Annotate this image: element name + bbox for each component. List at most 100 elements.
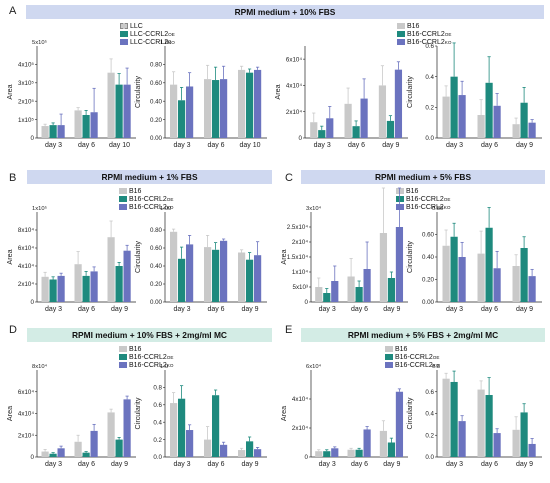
y-top-label: 6x10⁴ bbox=[306, 363, 322, 370]
legend-item: B16-CCRL2 KO bbox=[385, 361, 439, 369]
legend-item: B16-CCRL2 OE bbox=[119, 195, 173, 203]
x-tick-label: day 9 bbox=[516, 142, 533, 149]
legend-item: B16-CCRL2 OE bbox=[119, 353, 173, 361]
legend-a-llc: LLC LLC-CCRL2 OE LLC-CCRL2 KO bbox=[120, 22, 175, 46]
y-tick-label: 2x10⁴ bbox=[292, 239, 308, 246]
legend-swatch-oe bbox=[119, 354, 127, 360]
y-tick-label: 0.2 bbox=[425, 432, 434, 439]
legend-label: B16-CCRL2 bbox=[129, 195, 167, 203]
x-tick-label: day 3 bbox=[45, 142, 62, 149]
banner-b: RPMI medium + 1% FBS bbox=[27, 170, 272, 184]
legend-sup: KO bbox=[166, 204, 174, 210]
legend-label: B16 bbox=[407, 22, 420, 30]
y-top-label: 0.8 bbox=[432, 364, 440, 370]
legend-a-b16: B16 B16-CCRL2 OE B16-CCRL2 KO bbox=[397, 22, 451, 46]
legend-item: B16-CCRL2 OE bbox=[385, 353, 439, 361]
y-axis-label: Area bbox=[279, 249, 288, 264]
bar bbox=[107, 237, 115, 302]
bar bbox=[387, 442, 396, 457]
legend-sup: OE bbox=[166, 354, 174, 360]
legend-label: LLC bbox=[130, 22, 143, 30]
banner-e: RPMI medium + 5% FBS + 2mg/ml MC bbox=[301, 328, 545, 342]
panel-letter-a: A bbox=[9, 5, 17, 17]
bar bbox=[107, 72, 115, 138]
bar bbox=[57, 448, 65, 457]
bar bbox=[528, 276, 536, 302]
legend-swatch-wt bbox=[120, 23, 128, 29]
legend-sup: OE bbox=[444, 31, 452, 37]
y-tick-label: 0 bbox=[31, 299, 35, 306]
bar bbox=[387, 278, 396, 302]
y-tick-label: 0.80 bbox=[150, 227, 163, 234]
bar bbox=[178, 100, 186, 138]
legend-swatch-oe bbox=[119, 196, 127, 202]
y-tick-label: 0.80 bbox=[150, 62, 163, 69]
y-tick-label: 0.0 bbox=[425, 135, 434, 142]
y-top-label: 1x10⁵ bbox=[32, 205, 48, 212]
bar bbox=[82, 452, 90, 457]
bar bbox=[123, 84, 131, 138]
x-tick-label: day 6 bbox=[207, 306, 224, 313]
x-tick-label: day 9 bbox=[241, 461, 258, 468]
x-tick-label: day 3 bbox=[319, 461, 336, 468]
bar bbox=[49, 279, 57, 302]
bar bbox=[485, 395, 493, 457]
y-tick-label: 0.00 bbox=[150, 135, 163, 142]
x-tick-label: day 9 bbox=[241, 306, 258, 313]
x-tick-label: day 3 bbox=[45, 461, 62, 468]
bar bbox=[238, 252, 246, 302]
y-tick-label: 0 bbox=[305, 299, 309, 306]
bar bbox=[204, 79, 212, 138]
bar bbox=[178, 258, 186, 302]
x-tick-label: day 9 bbox=[111, 461, 128, 468]
bar bbox=[115, 439, 123, 457]
legend-item: B16-CCRL2 KO bbox=[396, 203, 450, 211]
legend-label: LLC-CCRL2 bbox=[130, 30, 169, 38]
panel-letter-b: B bbox=[9, 172, 17, 184]
bar bbox=[238, 69, 246, 138]
legend-sup: OE bbox=[166, 196, 174, 202]
legend-label: LLC-CCRL2 bbox=[130, 38, 169, 46]
x-tick-label: day 6 bbox=[348, 142, 365, 149]
legend-item: B16-CCRL2 KO bbox=[119, 203, 173, 211]
bar bbox=[254, 449, 262, 457]
legend-item: LLC-CCRL2 KO bbox=[120, 38, 175, 46]
y-tick-label: 0.4 bbox=[425, 74, 434, 81]
bar bbox=[379, 430, 388, 457]
bar bbox=[477, 115, 485, 138]
bar bbox=[115, 266, 123, 302]
x-tick-label: day 6 bbox=[351, 306, 368, 313]
y-axis-label: Circularity bbox=[133, 76, 142, 108]
legend-item: LLC bbox=[120, 22, 175, 30]
bar bbox=[82, 115, 90, 138]
bar bbox=[107, 412, 115, 457]
bar bbox=[485, 82, 493, 138]
x-tick-label: day 6 bbox=[207, 142, 224, 149]
bar bbox=[220, 240, 228, 302]
legend-label: B16 bbox=[129, 345, 142, 353]
x-tick-label: day 6 bbox=[78, 306, 95, 313]
y-tick-label: 1x10⁴ bbox=[292, 269, 308, 276]
x-tick-label: day 9 bbox=[111, 306, 128, 313]
bar bbox=[41, 276, 49, 302]
bar bbox=[49, 453, 57, 457]
legend-label: B16-CCRL2 bbox=[407, 30, 445, 38]
y-top-label: 0.80 bbox=[432, 206, 443, 212]
x-tick-label: day 6 bbox=[481, 306, 498, 313]
bar bbox=[57, 125, 65, 138]
legend-swatch-ko bbox=[119, 362, 127, 368]
legend-item: B16-CCRL2 KO bbox=[119, 361, 173, 369]
bar bbox=[238, 450, 246, 457]
y-tick-label: 2x10⁴ bbox=[292, 425, 308, 432]
y-tick-label: 2x10⁵ bbox=[18, 98, 34, 105]
bar bbox=[450, 236, 458, 302]
y-tick-label: 0.20 bbox=[422, 277, 435, 284]
bar bbox=[220, 79, 228, 138]
panel-letter-d: D bbox=[9, 324, 17, 336]
bar bbox=[379, 233, 388, 302]
bar bbox=[74, 264, 82, 302]
bar bbox=[512, 124, 520, 138]
y-top-label: 1.00 bbox=[160, 206, 171, 212]
bar bbox=[347, 449, 355, 457]
